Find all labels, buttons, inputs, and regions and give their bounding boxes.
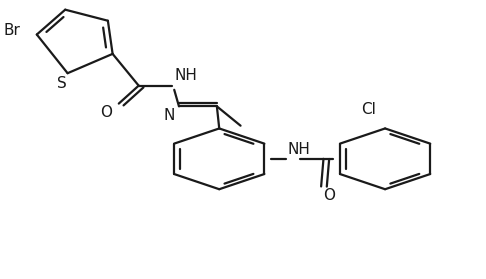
- Text: Cl: Cl: [361, 102, 376, 117]
- Text: Br: Br: [3, 23, 20, 38]
- Text: N: N: [164, 108, 175, 123]
- Text: S: S: [57, 76, 67, 91]
- Text: O: O: [100, 105, 112, 120]
- Text: NH: NH: [288, 142, 311, 157]
- Text: O: O: [324, 188, 335, 203]
- Text: NH: NH: [174, 68, 197, 83]
